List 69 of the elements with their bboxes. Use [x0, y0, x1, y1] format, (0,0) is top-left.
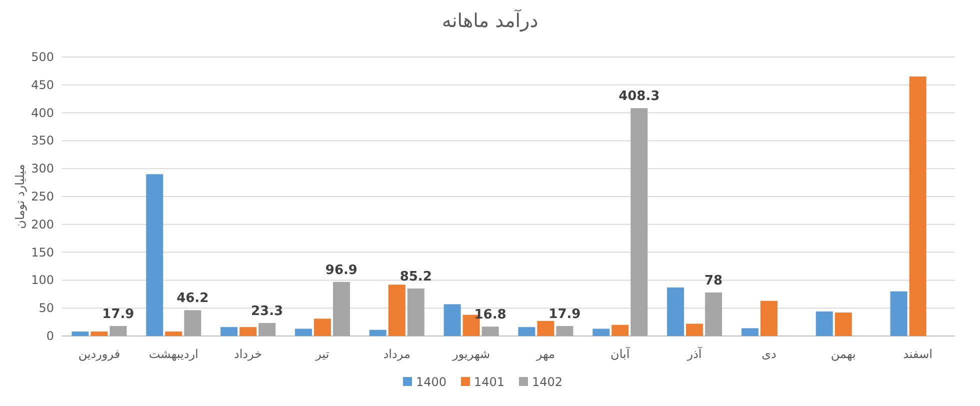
data-label: 23.3	[251, 304, 284, 319]
data-label: 78	[704, 273, 723, 288]
bar	[314, 318, 331, 336]
data-label: 17.9	[548, 307, 581, 322]
bar	[72, 332, 89, 336]
bar	[705, 292, 722, 336]
bar	[388, 284, 406, 336]
bar	[146, 174, 164, 336]
bar	[332, 282, 350, 336]
bar	[518, 327, 536, 336]
bar	[630, 108, 648, 336]
data-label: 46.2	[176, 291, 209, 306]
x-tick-label: دی	[762, 347, 776, 361]
bar	[110, 326, 127, 336]
x-tick-label: مرداد	[383, 347, 410, 361]
x-tick-label: فروردین	[78, 347, 120, 361]
bar	[890, 291, 908, 336]
bar	[444, 304, 461, 336]
bar	[592, 328, 610, 336]
legend-label: 1400	[416, 375, 447, 389]
y-tick-label: 0	[46, 329, 54, 343]
x-tick-label: آبان	[610, 346, 630, 361]
bar	[686, 324, 704, 336]
bar	[407, 288, 424, 336]
data-label: 16.8	[474, 308, 506, 323]
x-tick-label: بهمن	[830, 347, 856, 361]
data-label: 17.9	[102, 307, 134, 322]
bar	[760, 300, 778, 336]
bar	[369, 330, 386, 336]
bar	[909, 76, 926, 336]
y-tick-label: 450	[31, 78, 54, 92]
data-label: 96.9	[325, 262, 358, 278]
y-tick-label: 50	[38, 301, 54, 316]
bar	[612, 324, 629, 336]
bar	[834, 312, 852, 336]
x-tick-label: خرداد	[234, 347, 262, 361]
x-tick-label: اردیبهشت	[148, 347, 198, 361]
x-tick-label: آذر	[686, 346, 702, 361]
bar	[482, 326, 499, 336]
bar	[90, 332, 108, 336]
y-tick-label: 300	[31, 162, 54, 176]
chart-title: درآمد ماهانه	[442, 9, 538, 32]
y-tick-label: 250	[31, 190, 54, 204]
bar	[165, 332, 182, 336]
bar	[816, 311, 833, 336]
bar	[294, 328, 312, 336]
x-tick-label: شهریور	[452, 347, 490, 361]
legend-label: 1401	[474, 375, 505, 389]
y-tick-label: 500	[31, 50, 54, 64]
y-tick-label: 200	[31, 217, 54, 232]
legend-label: 1402	[532, 375, 563, 389]
data-label: 85.2	[400, 269, 432, 284]
bar	[537, 320, 554, 336]
bar	[258, 323, 276, 336]
y-tick-label: 100	[31, 273, 54, 288]
x-tick-label: اسفند	[903, 347, 932, 361]
y-axis-title: میلیارد تومان	[13, 164, 27, 229]
y-tick-label: 150	[31, 245, 54, 260]
data-label: 408.3	[618, 89, 660, 104]
bar	[556, 326, 574, 336]
bar	[741, 328, 758, 336]
x-tick-label: تیر	[314, 347, 330, 361]
bar	[184, 310, 202, 336]
x-tick-label: مهر	[535, 347, 556, 361]
y-tick-label: 350	[31, 134, 54, 148]
y-tick-label: 400	[31, 106, 54, 120]
bar	[220, 327, 238, 336]
bar	[667, 287, 684, 336]
bar	[240, 327, 257, 336]
